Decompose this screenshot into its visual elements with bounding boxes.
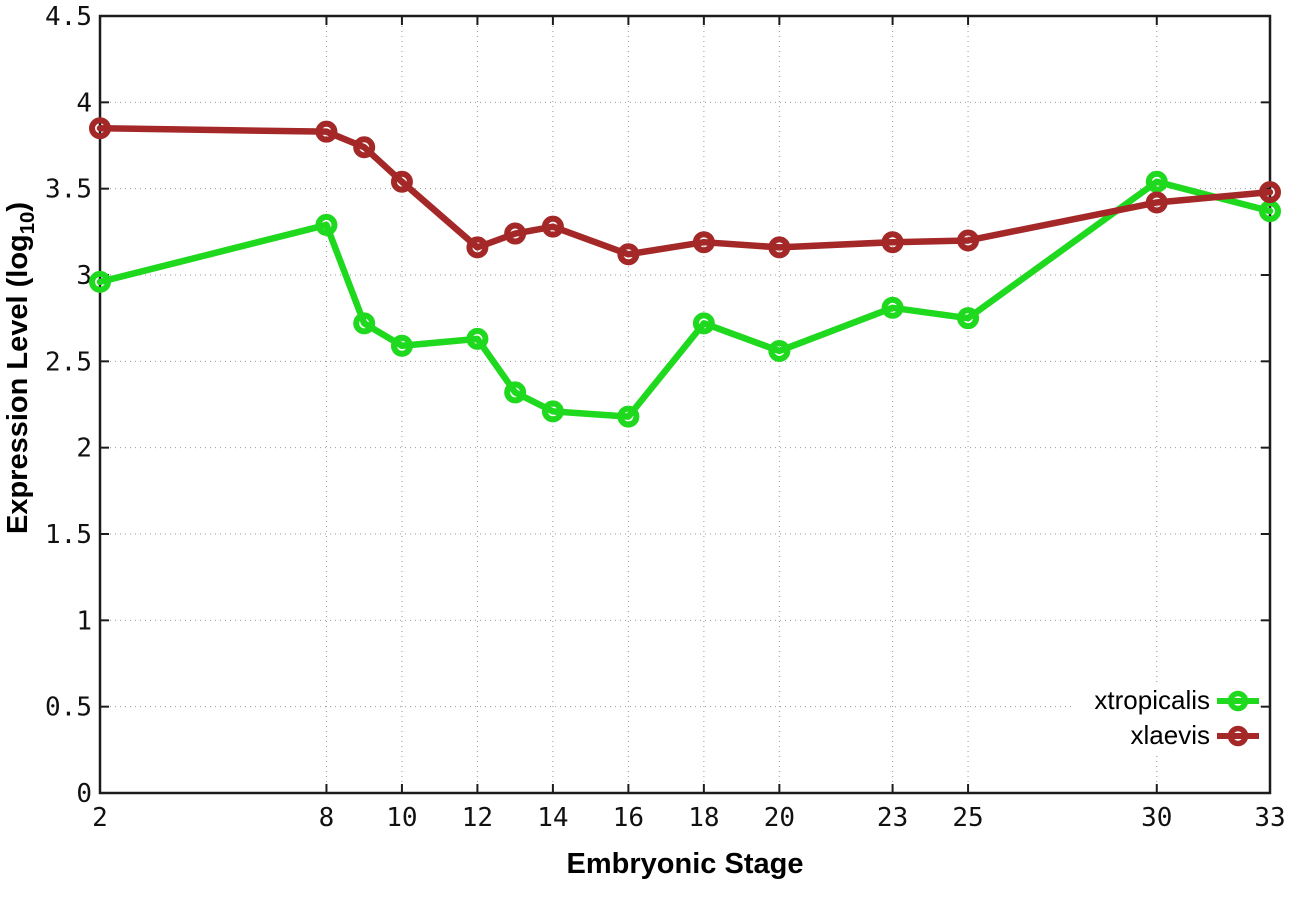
data-point-marker [1145, 170, 1168, 193]
y-axis-title-close: ) [2, 202, 35, 212]
x-tick-label: 23 [877, 803, 908, 833]
y-tick-label: 3 [76, 261, 92, 291]
y-tick-label: 2 [76, 434, 92, 464]
x-tick-label: 12 [462, 803, 493, 833]
data-point-marker [541, 400, 564, 423]
data-point-marker [466, 236, 489, 259]
y-tick-label: 1.5 [45, 520, 92, 550]
legend-item-xtropicalis: xtropicalis [1072, 683, 1260, 718]
data-point-marker [89, 270, 111, 293]
x-tick-labels: 2 8 10 12 14 16 18 20 23 25 30 33 [92, 803, 1285, 833]
data-point-marker [957, 307, 980, 330]
x-tick-label: 2 [92, 803, 108, 833]
y-tick-label: 0.5 [45, 693, 92, 723]
data-point-marker [466, 327, 489, 350]
y-tick-labels: 0 0.5 1 1.5 2 2.5 3 3.5 4 4.5 [45, 2, 92, 809]
x-tick-label: 14 [537, 803, 568, 833]
data-point-marker [768, 339, 791, 362]
data-point-marker [768, 236, 791, 259]
data-point-marker [390, 334, 413, 357]
tick-marks [99, 15, 1271, 794]
legend-item-xlaevis: xlaevis [1072, 718, 1260, 753]
data-point-marker [353, 312, 376, 335]
data-point-marker [1145, 191, 1168, 214]
y-axis-title: Expression Level (log10) [2, 202, 40, 534]
y-tick-label: 0 [76, 779, 92, 809]
data-point-marker [617, 405, 640, 428]
data-point-marker [353, 136, 376, 159]
y-tick-label: 2.5 [45, 347, 92, 377]
y-axis-title-subscript: 10 [16, 211, 39, 235]
x-axis-title: Embryonic Stage [566, 848, 804, 880]
data-point-marker [315, 213, 338, 236]
x-tick-label: 16 [613, 803, 644, 833]
data-point-marker [692, 231, 715, 254]
x-tick-label: 10 [386, 803, 417, 833]
data-point-marker [617, 243, 640, 266]
data-point-marker [1259, 181, 1281, 204]
y-tick-label: 1 [76, 606, 92, 636]
x-tick-label: 25 [952, 803, 983, 833]
data-point-marker [692, 312, 715, 335]
data-point-marker [957, 229, 980, 252]
x-tick-label: 20 [764, 803, 795, 833]
series-xlaevis [89, 117, 1281, 266]
legend-marker-icon [1217, 725, 1259, 746]
y-tick-label: 4 [76, 88, 92, 118]
data-point-marker [390, 170, 413, 193]
data-point-marker [315, 120, 338, 143]
x-tick-label: 8 [319, 803, 335, 833]
x-tick-label: 30 [1141, 803, 1172, 833]
x-tick-label: 18 [688, 803, 719, 833]
legend-label: xtropicalis [1094, 685, 1210, 715]
data-point-marker [881, 231, 904, 254]
x-tick-label: 33 [1254, 803, 1285, 833]
legend-label: xlaevis [1130, 720, 1210, 750]
data-point-marker [881, 296, 904, 319]
plot-border [98, 14, 1272, 795]
y-tick-label: 3.5 [45, 175, 92, 205]
data-point-marker [504, 222, 527, 245]
y-tick-label: 4.5 [45, 2, 92, 32]
y-axis-title-text: Expression Level (log [2, 234, 35, 534]
data-point-marker [541, 215, 564, 238]
data-point-marker [504, 381, 527, 404]
legend-marker-icon [1217, 690, 1259, 711]
data-point-marker [89, 117, 111, 140]
chart-legend: xtropicalis xlaevis [1072, 683, 1260, 753]
